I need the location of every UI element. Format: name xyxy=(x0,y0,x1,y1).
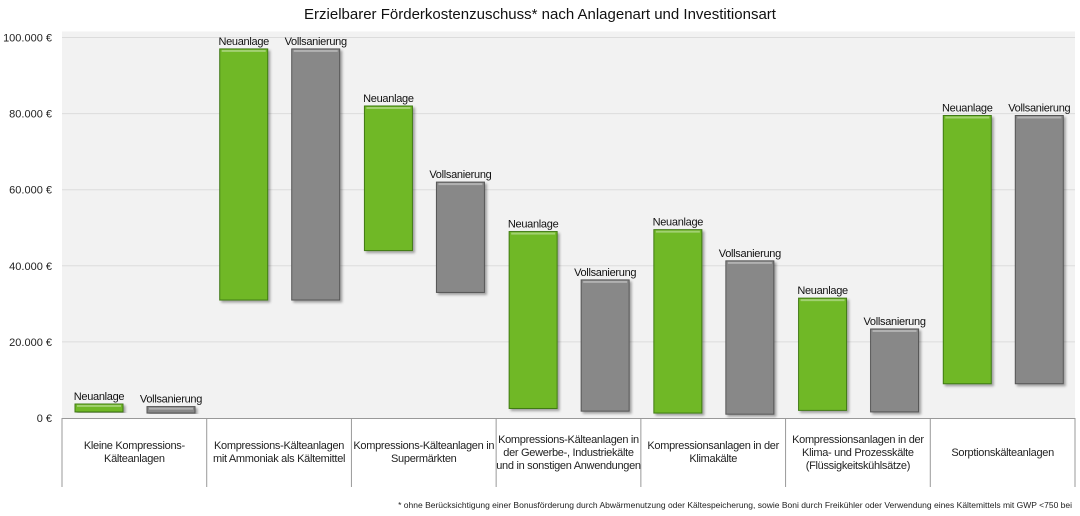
data-label: Vollsanierung xyxy=(285,36,347,48)
bar-vollsanierung xyxy=(1014,115,1064,385)
data-label: Neuanlage xyxy=(797,285,848,297)
bar-neuanlage xyxy=(363,105,413,252)
x-tick-label: Kompressions-Kälteanlagen mit Ammoniak a… xyxy=(212,440,346,465)
x-tick-label: Kompressionsanlagen in der Klimakälte xyxy=(647,440,779,465)
data-label: Neuanlage xyxy=(218,36,269,48)
data-label: Neuanlage xyxy=(508,219,559,231)
x-tick-label: Kompressions-Kälteanlagen in Supermärkte… xyxy=(353,440,495,465)
x-tick-label: Sorptionskälteanlagen xyxy=(951,446,1054,459)
bar-highlight xyxy=(77,404,121,407)
footnote: * ohne Berücksichtigung einer Bonusförde… xyxy=(398,500,1072,510)
data-label: Neuanlage xyxy=(653,217,704,229)
x-tick-label: Kompressionsanlagen in der Klima- und Pr… xyxy=(792,433,924,472)
chart-title: Erzielbarer Förderkostenzuschuss* nach A… xyxy=(304,6,776,23)
data-label: Vollsanierung xyxy=(574,267,636,279)
bar-highlight xyxy=(872,329,917,332)
bar-highlight xyxy=(583,280,628,283)
bar-highlight xyxy=(800,299,845,302)
bar-vollsanierung xyxy=(870,328,920,413)
bar-vollsanierung xyxy=(435,181,485,293)
y-tick-label: 80.000 € xyxy=(9,109,52,121)
plot-background xyxy=(62,31,1075,418)
bar-highlight xyxy=(511,232,556,235)
data-label: Neuanlage xyxy=(74,391,125,403)
bar-highlight xyxy=(727,261,772,264)
data-label: Neuanlage xyxy=(363,93,414,105)
y-tick-label: 60.000 € xyxy=(9,185,52,197)
x-tick-label: Kompressions-Kälteanlagen in der Gewerbe… xyxy=(496,433,641,472)
bar-highlight xyxy=(655,230,700,233)
data-label: Vollsanierung xyxy=(863,316,925,328)
data-label: Neuanlage xyxy=(942,103,993,115)
bar-vollsanierung xyxy=(146,406,196,414)
data-label: Vollsanierung xyxy=(719,248,781,260)
bar-highlight xyxy=(366,106,411,109)
bar-neuanlage xyxy=(74,403,124,413)
bar-vollsanierung xyxy=(725,260,775,415)
x-tick-label: Kleine Kompressions-Kälteanlagen xyxy=(83,440,185,465)
bar-vollsanierung xyxy=(291,48,341,301)
y-tick-label: 40.000 € xyxy=(9,261,52,273)
bar-highlight xyxy=(1017,116,1062,119)
data-label: Vollsanierung xyxy=(1008,103,1070,115)
bar-neuanlage xyxy=(219,48,269,301)
y-tick-label: 0 € xyxy=(37,413,52,425)
bar-vollsanierung xyxy=(580,279,630,412)
bar-neuanlage xyxy=(942,115,992,385)
bar-neuanlage xyxy=(508,231,558,409)
data-label: Vollsanierung xyxy=(429,169,491,181)
bar-neuanlage xyxy=(798,297,848,411)
y-tick-label: 20.000 € xyxy=(9,337,52,349)
data-label: Vollsanierung xyxy=(140,394,202,406)
bar-highlight xyxy=(438,183,483,186)
bar-neuanlage xyxy=(653,229,703,414)
bar-highlight xyxy=(945,116,990,119)
bar-highlight xyxy=(221,49,266,52)
y-tick-label: 100.000 € xyxy=(3,33,52,45)
bar-highlight xyxy=(293,49,338,52)
bar-highlight xyxy=(149,407,193,410)
